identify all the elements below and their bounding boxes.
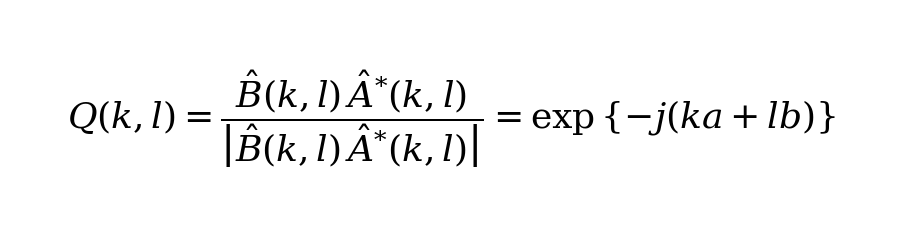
Text: $Q(k,l) = \dfrac{\hat{B}(k,l)\,\hat{A}^{*}(k,l)}{\left|\hat{B}(k,l)\,\hat{A}^{*}: $Q(k,l) = \dfrac{\hat{B}(k,l)\,\hat{A}^{…	[68, 69, 835, 170]
